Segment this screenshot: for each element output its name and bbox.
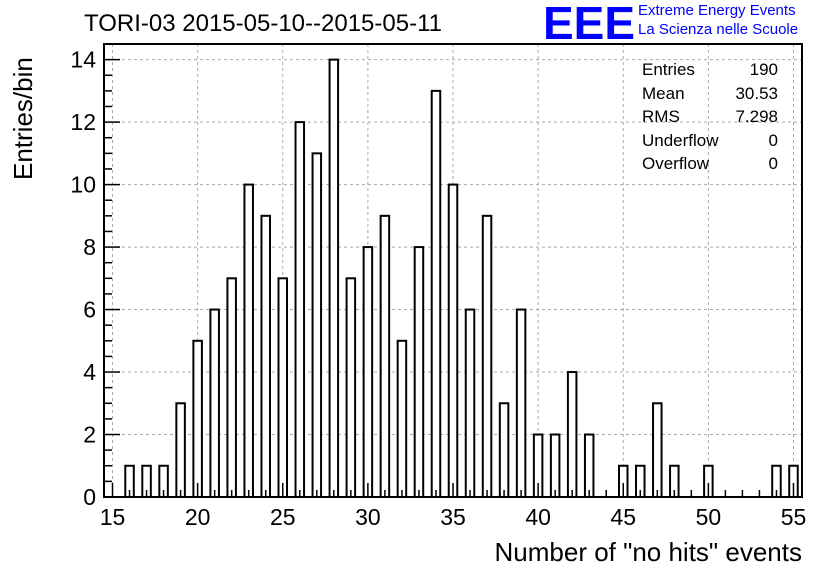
histogram-bar [583,433,595,498]
y-tick-label: 0 [83,484,96,510]
histogram-bar [498,402,510,498]
stats-label: Mean [642,83,685,103]
eee-logo-text: EEE [543,0,635,46]
histogram-bar [652,402,663,498]
y-tick-label: 4 [83,359,96,385]
stats-row-rms: RMS 7.298 [642,105,778,129]
stats-value: 190 [749,60,778,79]
histogram-bar [328,58,340,498]
histogram-bar [447,183,459,498]
stats-row-mean: Mean 30.53 [642,82,778,106]
x-tick-label: 45 [610,504,636,530]
x-tick-label: 55 [781,504,807,530]
histogram-bar [430,89,442,499]
x-tick-label: 25 [270,504,296,530]
x-axis-label: Number of "no hits" events [494,537,803,567]
histogram-bar [260,214,271,499]
brand-text: Extreme Energy Events La Scienza nelle S… [638,1,798,39]
stats-value: 0 [768,154,778,174]
histogram-bar [515,308,527,498]
y-tick-label: 14 [70,47,96,73]
histogram-bar [175,402,186,498]
histogram-bar [243,183,254,498]
histogram-bar [294,121,306,498]
histogram-bar [566,371,578,498]
x-tick-label: 20 [185,504,211,530]
y-tick-label: 2 [83,422,96,448]
histogram-bar [396,339,408,498]
x-tick-label: 15 [100,504,126,530]
histogram-bar [413,246,425,498]
stats-label: Entries [642,60,695,79]
histogram-bar [464,308,476,498]
y-tick-label: 12 [70,109,96,135]
histogram-bar [277,277,289,498]
histogram-bar [362,246,374,498]
x-tick-label: 35 [440,504,466,530]
stats-row-entries: Entries 190 [642,58,778,82]
stats-label: Underflow [642,130,719,150]
x-tick-label: 30 [355,504,381,530]
chart-title: TORI-03 2015-05-10--2015-05-11 [84,10,442,37]
y-tick-label: 6 [83,297,96,323]
brand-line-2: La Scienza nelle Scuole [638,21,799,38]
histogram-bar [345,277,357,498]
histogram-bar [311,152,323,499]
y-tick-label: 8 [83,234,96,260]
x-tick-label: 50 [696,504,722,530]
stats-label: RMS [642,107,680,127]
stats-row-overflow: Overflow 0 [642,152,778,176]
stats-label: Overflow [642,154,710,174]
stats-value: 30.53 [735,83,778,103]
stats-row-underflow: Underflow 0 [642,129,778,153]
histogram-bar [481,214,493,499]
y-tick-label: 10 [70,172,96,198]
histogram-bar [549,433,561,498]
brand-line-1: Extreme Energy Events [638,2,796,19]
stats-box: Entries 190 Mean 30.53 RMS 7.298 Underfl… [642,58,778,176]
stats-value: 7.298 [735,107,778,127]
histogram-bar [226,277,237,498]
stats-value: 0 [768,130,778,150]
eee-logo: EEE [543,0,635,46]
histogram-bar [379,214,391,499]
histogram-bar [209,308,220,498]
y-axis-label: Entries/bin [8,57,38,180]
histogram-bar [192,339,203,498]
x-tick-label: 40 [525,504,551,530]
